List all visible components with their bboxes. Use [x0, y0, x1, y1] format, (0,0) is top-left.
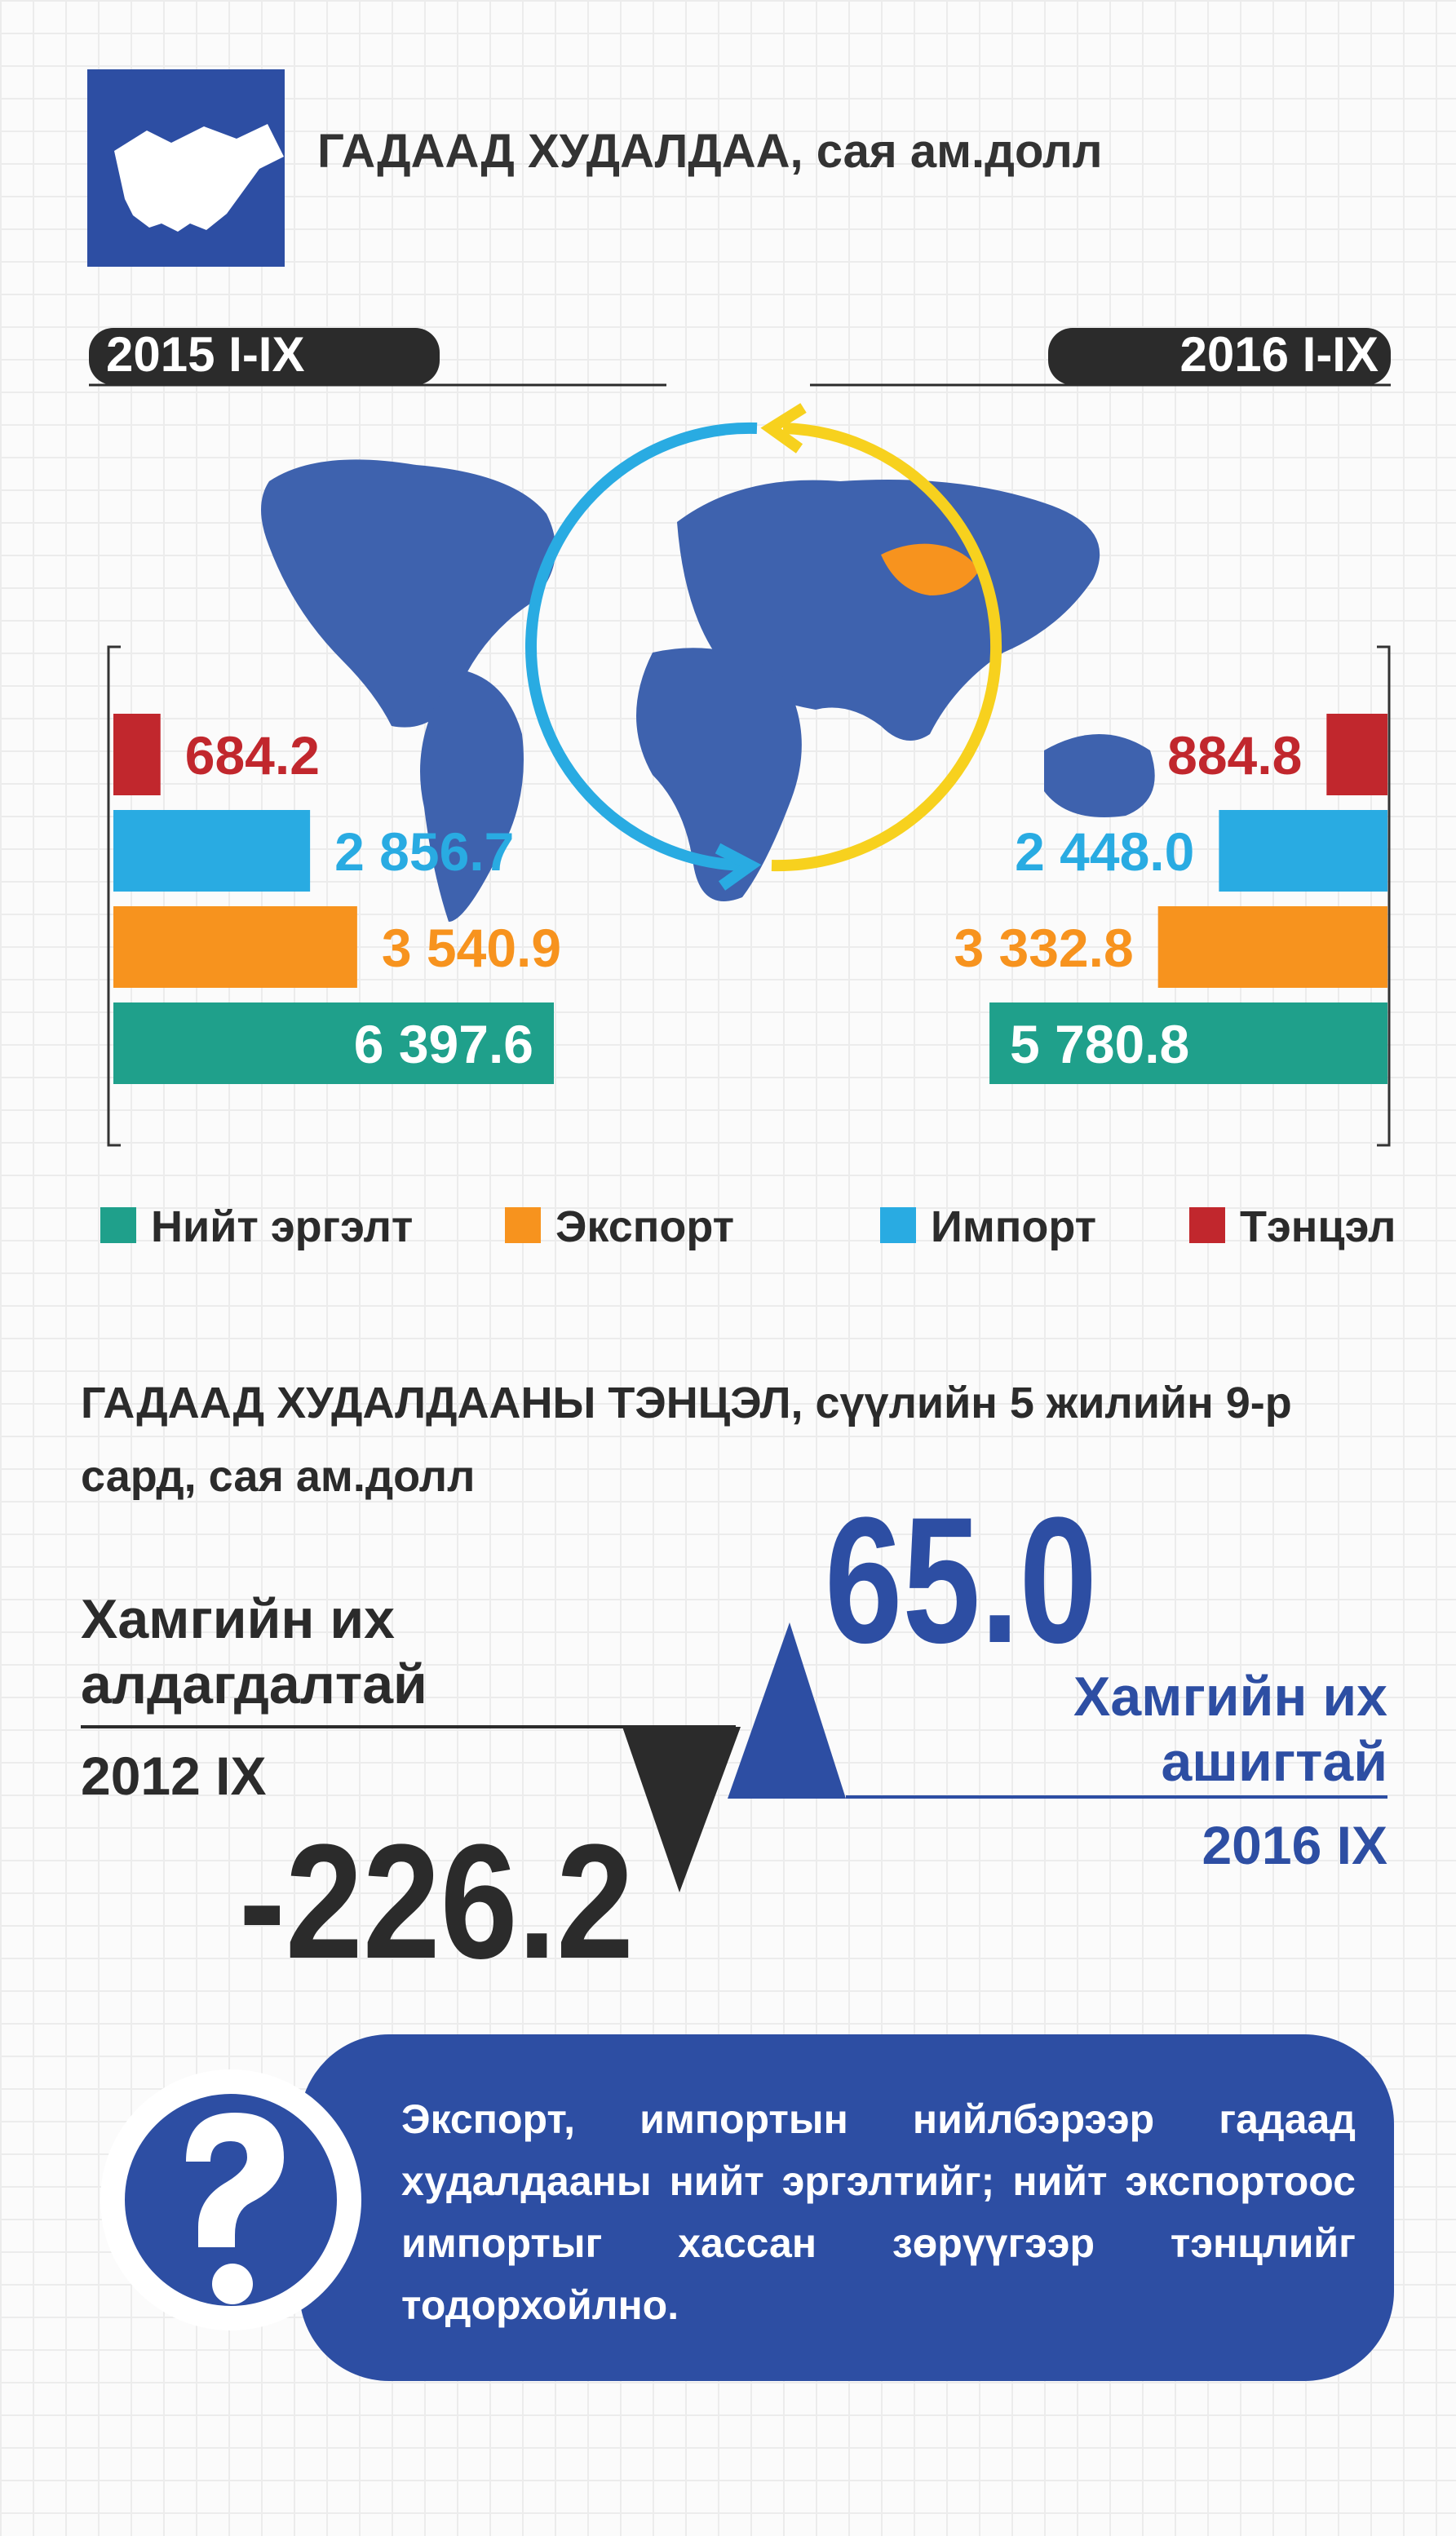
year-pill: [1048, 328, 1391, 385]
up-triangle: [728, 1622, 846, 1799]
legend-label: Тэнцэл: [1240, 1202, 1396, 1251]
handshake-icon: [114, 124, 284, 232]
header-title: ГАДААД ХУДАЛДАА, сая ам.долл: [317, 125, 1103, 178]
year-pill: [89, 328, 440, 385]
down-triangle: [622, 1727, 741, 1892]
value-label: 5 780.8: [1010, 1014, 1189, 1074]
legend-swatch: [505, 1207, 541, 1243]
cycle-arrow: [771, 423, 1002, 872]
balance-title: ГАДААД ХУДАЛДААНЫ ТЭНЦЭЛ, сүүлийн 5 жили…: [81, 1379, 1292, 1501]
cycle-arrow: [524, 422, 758, 871]
value-label: 2 448.0: [1015, 821, 1194, 882]
bar: [1219, 810, 1387, 892]
arrow-head: [715, 843, 762, 891]
value-label: 3 332.8: [954, 918, 1133, 978]
value-label: 884.8: [1167, 725, 1302, 786]
arrow-head: [760, 403, 807, 454]
value-label: 3 540.9: [382, 918, 561, 978]
bar: [113, 810, 311, 892]
bar: [1157, 906, 1387, 988]
value-label: 2 856.7: [334, 821, 514, 882]
legend-swatch: [880, 1207, 916, 1243]
min-period: 2012 IX: [81, 1746, 267, 1806]
mongolia: [881, 543, 979, 595]
min-label: Хамгийн их алдагдалтай: [81, 1588, 427, 1715]
legend-swatch: [1189, 1207, 1225, 1243]
legend-swatch: [100, 1207, 136, 1243]
question-dot: [212, 2264, 253, 2304]
note-text: Экспорт, импортын нийлбэрээр гадаад худа…: [401, 2096, 1356, 2328]
legend-label: Экспорт: [555, 1202, 734, 1251]
legend-label: Импорт: [931, 1202, 1096, 1251]
value-label: 684.2: [185, 725, 320, 786]
bracket: [1377, 645, 1391, 1147]
min-value: -226.2: [239, 1811, 634, 1993]
max-value: 65.0: [825, 1480, 1097, 1680]
bar: [989, 1002, 1387, 1084]
bar: [1326, 714, 1387, 795]
question-mark: [186, 2113, 284, 2247]
year-label: 2016 I-IX: [1180, 327, 1379, 382]
max-label: Хамгийн их ашигтай: [1073, 1666, 1387, 1793]
bracket: [107, 645, 121, 1147]
bar: [113, 906, 357, 988]
note-box: [299, 2034, 1394, 2381]
year-label: 2015 I-IX: [106, 327, 305, 382]
bar: [113, 714, 161, 795]
bar: [113, 1002, 554, 1084]
max-period: 2016 IX: [1202, 1815, 1387, 1875]
value-label: 6 397.6: [354, 1014, 533, 1074]
legend-label: Нийт эргэлт: [151, 1202, 413, 1251]
world-map: [261, 459, 1155, 922]
